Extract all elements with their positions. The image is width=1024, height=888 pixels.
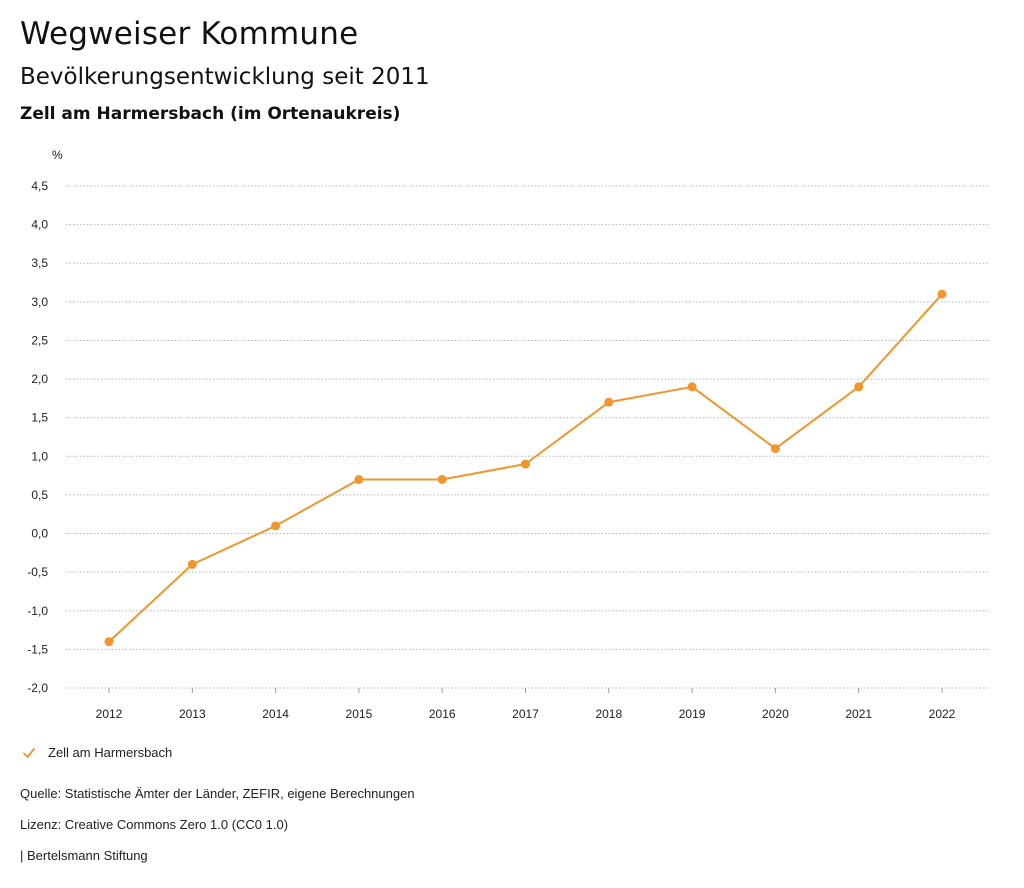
x-tick-label: 2021: [845, 707, 872, 721]
page-subtitle: Bevölkerungsentwicklung seit 2011: [20, 64, 430, 90]
legend-label: Zell am Harmersbach: [48, 745, 173, 760]
y-tick-label: 3,0: [31, 295, 48, 309]
x-tick-label: 2014: [262, 707, 289, 721]
line-chart: -2,0 -1,5 -1,0 -0,5 0,0 0,5 1,0 1,5 2,0 2,5 3,0 3,5…: [27, 148, 990, 721]
chart-legend[interactable]: Zell am Harmersbach: [22, 745, 172, 760]
chart-gridlines: [66, 185, 990, 689]
data-point[interactable]: [604, 397, 614, 407]
y-tick-label: 1,0: [31, 449, 48, 463]
x-tick-label: 2015: [346, 707, 373, 721]
x-tick-label: 2022: [929, 707, 956, 721]
publisher-note: | Bertelsmann Stiftung: [20, 848, 148, 863]
data-point[interactable]: [187, 559, 197, 569]
data-point[interactable]: [104, 637, 114, 647]
license-note: Lizenz: Creative Commons Zero 1.0 (CC0 1…: [20, 817, 289, 832]
x-tick-label: 2020: [762, 707, 789, 721]
data-point[interactable]: [437, 474, 447, 484]
checkmark-icon: [23, 747, 35, 758]
x-tick-label: 2013: [179, 707, 206, 721]
y-tick-label: 2,5: [31, 333, 48, 347]
data-point[interactable]: [521, 459, 530, 469]
y-axis-unit-label: %: [52, 148, 63, 162]
y-tick-label: 2,0: [31, 372, 48, 386]
y-tick-label: 3,5: [31, 256, 48, 270]
x-tick-label: 2019: [679, 707, 706, 721]
data-point[interactable]: [770, 444, 780, 454]
x-tick-label: 2012: [96, 707, 123, 721]
x-tick-label: 2016: [429, 707, 456, 721]
y-tick-label: -1,5: [27, 642, 48, 656]
y-tick-label: 0,0: [31, 527, 48, 541]
y-tick-label: -2,0: [27, 681, 48, 695]
data-point[interactable]: [937, 289, 947, 299]
chart-series: [104, 289, 947, 647]
data-point[interactable]: [271, 521, 281, 531]
data-point[interactable]: [854, 382, 864, 392]
chart-title: Zell am Harmersbach (im Ortenaukreis): [20, 104, 401, 124]
y-tick-label: 1,5: [31, 411, 48, 425]
x-axis-ticks: 2012 2013 2014 2015 2016 2017 2018 2019 2020 2021…: [96, 688, 956, 721]
y-tick-label: 0,5: [31, 488, 48, 502]
source-note: Quelle: Statistische Ämter der Länder, Z…: [20, 786, 415, 801]
x-tick-label: 2017: [512, 707, 539, 721]
x-tick-label: 2018: [595, 707, 622, 721]
data-point[interactable]: [687, 382, 697, 392]
y-tick-label: 4,0: [31, 218, 48, 232]
y-tick-label: -1,0: [27, 604, 48, 618]
data-point[interactable]: [354, 474, 364, 484]
y-tick-label: -0,5: [27, 565, 48, 579]
page-title: Wegweiser Kommune: [20, 16, 359, 52]
y-axis-ticks: -2,0 -1,5 -1,0 -0,5 0,0 0,5 1,0 1,5 2,0 2,5 3,0 3,5…: [27, 179, 48, 695]
y-tick-label: 4,5: [31, 179, 48, 193]
